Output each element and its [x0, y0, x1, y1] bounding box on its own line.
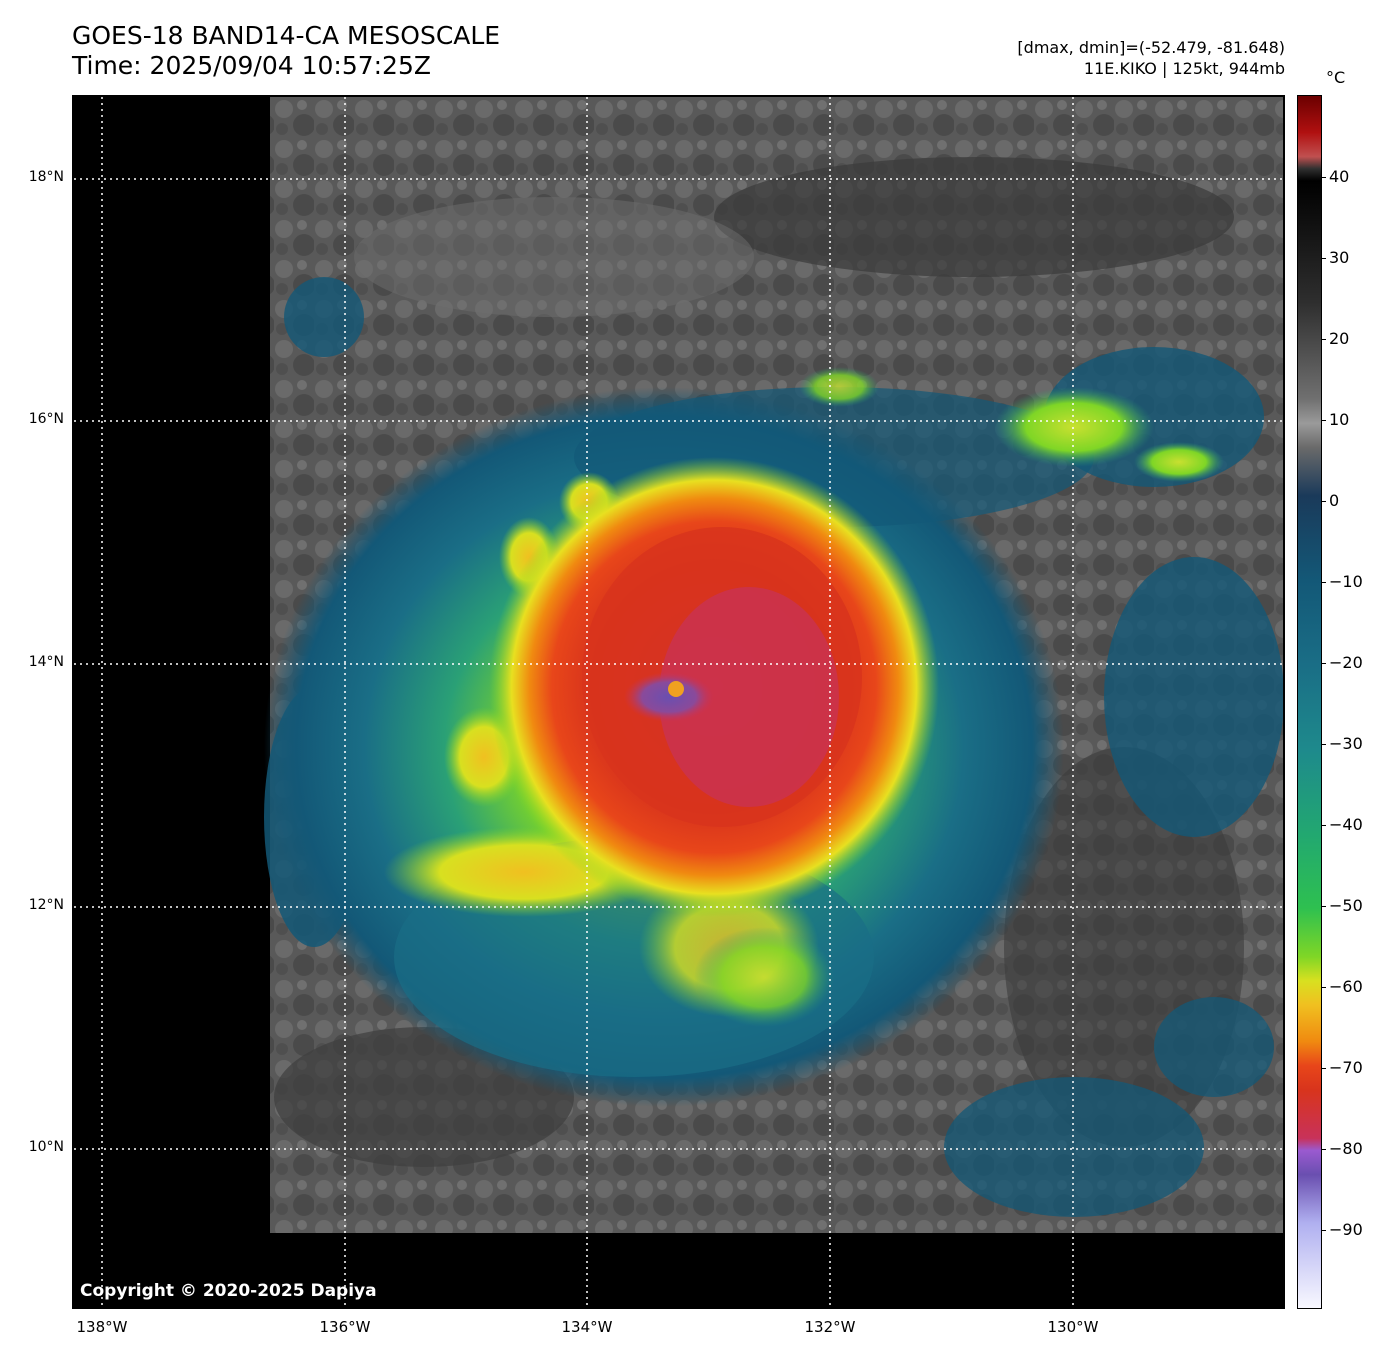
map-grid	[74, 97, 1283, 1307]
colorbar-tick-label: 20	[1329, 329, 1350, 348]
colorbar-tick-label: 40	[1329, 167, 1350, 186]
colorbar-tick-mark	[1321, 582, 1326, 583]
colorbar-tick-label: −60	[1329, 977, 1363, 996]
colorbar-tick-mark	[1321, 987, 1326, 988]
copyright-notice: Copyright © 2020-2025 Dapiya	[80, 1281, 377, 1301]
lon-label-136w: 136°W	[319, 1318, 371, 1336]
storm-info: 11E.KIKO | 125kt, 944mb	[1083, 59, 1285, 78]
colorbar-tick-mark	[1321, 1068, 1326, 1069]
colorbar-tick-label: −50	[1329, 896, 1363, 915]
colorbar-tick-label: −90	[1329, 1220, 1363, 1239]
colorbar-tick-label: −30	[1329, 734, 1363, 753]
chart-timestamp: Time: 2025/09/04 10:57:25Z	[72, 51, 431, 80]
dmax-dmin-readout: [dmax, dmin]=(-52.479, -81.648)	[1017, 38, 1285, 57]
colorbar-tick-label: −10	[1329, 572, 1363, 591]
colorbar-tick-mark	[1321, 906, 1326, 907]
colorbar-tick-label: −70	[1329, 1058, 1363, 1077]
colorbar-tick-mark	[1321, 1149, 1326, 1150]
colorbar-tick-label: −80	[1329, 1139, 1363, 1158]
colorbar-tick-label: 0	[1329, 491, 1340, 510]
colorbar-tick-mark	[1321, 501, 1326, 502]
colorbar-tick-label: −20	[1329, 653, 1363, 672]
chart-title: GOES-18 BAND14-CA MESOSCALE	[72, 21, 501, 50]
colorbar-tick-mark	[1321, 339, 1326, 340]
colorbar-tick-mark	[1321, 177, 1326, 178]
storm-eye	[624, 672, 714, 722]
lat-label-14n: 14°N	[28, 654, 64, 670]
colorbar-tick-label: 30	[1329, 248, 1350, 267]
colorbar	[1297, 95, 1322, 1309]
colorbar-tick-label: −40	[1329, 815, 1363, 834]
lat-label-18n: 18°N	[28, 169, 64, 185]
colorbar-unit: °C	[1326, 68, 1346, 87]
colorbar-tick-mark	[1321, 420, 1326, 421]
colorbar-tick-mark	[1321, 663, 1326, 664]
colorbar-tick-mark	[1321, 258, 1326, 259]
colorbar-tick-mark	[1321, 744, 1326, 745]
lon-label-132w: 132°W	[804, 1318, 856, 1336]
colorbar-tick-label: 10	[1329, 410, 1350, 429]
colorbar-tick-mark	[1321, 1230, 1326, 1231]
lon-label-134w: 134°W	[561, 1318, 613, 1336]
lat-label-10n: 10°N	[28, 1139, 64, 1155]
satellite-image: Copyright © 2020-2025 Dapiya	[72, 95, 1285, 1309]
lon-label-130w: 130°W	[1047, 1318, 1099, 1336]
infrared-imagery	[74, 97, 1283, 1307]
convective-cluster-ne	[994, 387, 1154, 467]
lon-label-138w: 138°W	[76, 1318, 128, 1336]
colorbar-tick-mark	[1321, 825, 1326, 826]
lat-label-12n: 12°N	[28, 897, 64, 913]
lat-label-16n: 16°N	[28, 411, 64, 427]
